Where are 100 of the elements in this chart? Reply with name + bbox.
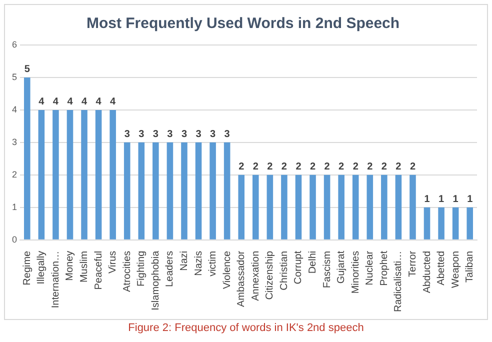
data-label: 2 (410, 162, 416, 173)
bar (352, 174, 359, 240)
bar (438, 207, 444, 240)
bar (52, 110, 59, 240)
bar (95, 110, 102, 240)
x-tick-label: Leaders (164, 250, 176, 288)
x-tick-label: Abetted (436, 250, 448, 286)
bar (395, 174, 402, 240)
x-tick-label: Muslim (79, 250, 90, 283)
x-tick-label: Weapon (450, 250, 462, 288)
x-tick-label: Virus (108, 250, 119, 274)
x-tick-label: Corrupt (293, 250, 304, 284)
data-label: 3 (181, 129, 188, 140)
x-tick-label: Christian (278, 250, 290, 290)
x-tick-label: Taliban (464, 250, 476, 283)
bar (195, 142, 202, 240)
bar (110, 110, 116, 240)
bar (338, 174, 344, 240)
bar (24, 77, 30, 240)
x-tick-label: Illegally (36, 250, 48, 284)
bar (281, 174, 288, 240)
data-label: 3 (124, 129, 130, 140)
y-tick-label: 3 (12, 136, 18, 147)
bar (66, 110, 74, 240)
data-label: 2 (296, 162, 302, 173)
data-label: 2 (367, 162, 374, 173)
y-tick-label: 1 (12, 202, 18, 212)
data-label: 4 (52, 96, 59, 108)
x-tick-label: Atrocities (122, 250, 133, 292)
bar (81, 110, 88, 240)
data-label: 4 (38, 96, 45, 108)
data-label: 2 (381, 162, 388, 173)
data-label: 3 (196, 129, 202, 140)
caption: Figure 2: Frequency of words in IK's 2nd speech (127, 322, 365, 334)
data-label: 2 (352, 162, 359, 173)
x-tick-label: Abducted (422, 250, 433, 294)
x-tick-label: Delhi (308, 250, 319, 274)
bar (238, 174, 245, 240)
data-label: 2 (281, 162, 288, 173)
y-tick-label: 0 (12, 234, 18, 244)
x-tick-label: Minorities (350, 250, 362, 294)
data-label: 3 (210, 129, 216, 140)
y-tick-label: 6 (12, 39, 18, 50)
data-label: 4 (81, 96, 88, 108)
x-tick-label: Violence (222, 250, 233, 290)
x-tick-label: Internation… (50, 250, 62, 308)
x-tick-label: Prophet (378, 250, 390, 286)
data-label: 2 (267, 162, 274, 173)
data-label: 2 (338, 162, 345, 173)
bar (38, 110, 45, 240)
bar (310, 174, 316, 240)
data-label: 2 (324, 162, 330, 173)
x-tick-label: Fighting (136, 250, 148, 286)
y-tick-label: 5 (12, 72, 18, 82)
bar (124, 142, 130, 240)
x-tick-label: victim (208, 250, 219, 276)
data-label: 3 (152, 129, 159, 140)
data-label: 4 (110, 96, 116, 108)
data-label: 2 (310, 162, 316, 173)
data-label: 3 (224, 129, 230, 140)
x-tick-label: Terror (407, 250, 418, 277)
bar (466, 207, 473, 240)
x-tick-label: Annexation (250, 250, 262, 301)
bar (381, 174, 388, 240)
y-tick-label: 2 (12, 169, 18, 180)
bar (266, 174, 274, 240)
bar (181, 142, 188, 240)
x-tick-label: Nuclear (364, 250, 376, 286)
data-label: 3 (138, 129, 145, 140)
bar (452, 207, 459, 240)
bar (152, 142, 159, 240)
data-label: 1 (467, 194, 474, 206)
data-label: 1 (438, 194, 445, 206)
bar (252, 174, 259, 240)
y-tick-label: 4 (12, 104, 18, 114)
data-label: 4 (96, 96, 102, 108)
x-tick-label: Nazis (193, 250, 204, 276)
bar (210, 142, 216, 240)
data-label: 5 (24, 64, 30, 76)
x-tick-label: Regime (22, 250, 33, 286)
chart-title: Most Frequently Used Words in 2nd Speech (86, 15, 400, 32)
data-label: 2 (396, 162, 402, 173)
x-tick-label: Peaceful (93, 250, 104, 290)
data-label: 2 (238, 162, 245, 173)
data-label: 2 (252, 162, 259, 173)
bar (366, 174, 374, 240)
x-tick-label: Fascism (322, 250, 333, 288)
bar (324, 174, 330, 240)
data-label: 1 (452, 194, 459, 206)
x-tick-label: Citizenship (264, 250, 276, 300)
x-tick-label: Islamophobia (150, 250, 162, 310)
data-label: 4 (67, 96, 74, 108)
x-tick-label: Radicalisati… (393, 250, 404, 312)
x-tick-label: Gujarat (336, 250, 348, 284)
bar (424, 207, 430, 240)
x-tick-label: Ambassador (236, 250, 248, 308)
bar (410, 174, 416, 240)
bar (224, 142, 230, 240)
bar (166, 142, 174, 240)
x-tick-label: Money (64, 250, 76, 281)
